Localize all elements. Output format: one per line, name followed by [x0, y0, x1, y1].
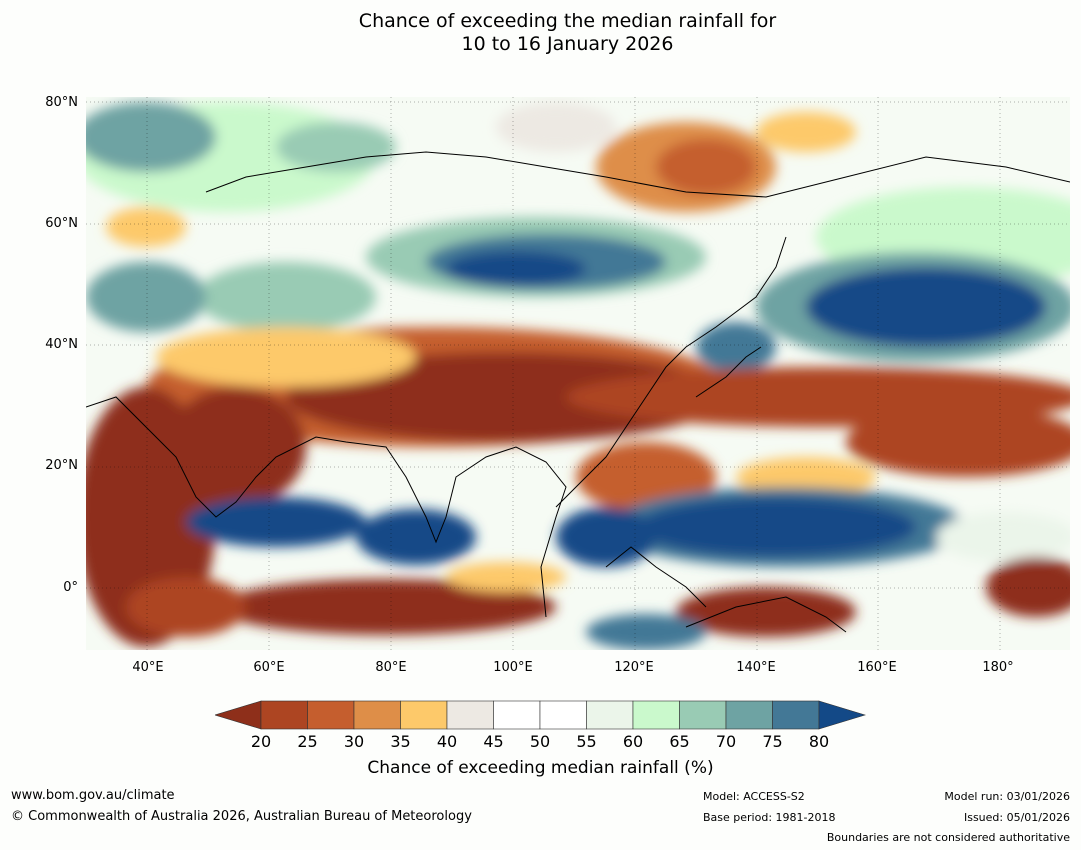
colorbar-swatch: [353, 700, 401, 730]
disclaimer-text: Boundaries are not considered authoritat…: [826, 831, 1070, 844]
colorbar: [215, 700, 866, 730]
colorbar-tick-label: 55: [576, 732, 597, 751]
lon-label-160e: 160°E: [857, 660, 897, 675]
colorbar-tick-label: 60: [622, 732, 644, 751]
base-period-text: Base period: 1981-2018: [703, 811, 836, 824]
rainfall-field: [86, 102, 1070, 650]
lon-label-180: 180°: [982, 660, 1014, 675]
colorbar-over-arrow: [818, 700, 866, 730]
lon-label-140e: 140°E: [736, 660, 776, 675]
colorbar-tick-label: 30: [343, 732, 365, 751]
lat-label-20n: 20°N: [45, 458, 78, 473]
lon-label-80e: 80°E: [375, 660, 407, 675]
colorbar-tick-label: 80: [808, 732, 830, 751]
colorbar-swatch: [679, 700, 727, 730]
colorbar-tick-label: 75: [762, 732, 783, 751]
map-title: Chance of exceeding the median rainfall …: [0, 10, 1081, 56]
copyright-text: © Commonwealth of Australia 2026, Austra…: [11, 809, 472, 824]
website-link[interactable]: www.bom.gov.au/climate: [11, 788, 175, 803]
lon-label-60e: 60°E: [253, 660, 285, 675]
colorbar-tick-label: 40: [436, 732, 458, 751]
rainfall-map-canvas: [86, 97, 1070, 650]
colorbar-swatch: [307, 700, 355, 730]
colorbar-swatch: [772, 700, 820, 730]
colorbar-tick-label: 20: [250, 732, 272, 751]
colorbar-tick-label: 25: [297, 732, 318, 751]
lon-label-40e: 40°E: [132, 660, 164, 675]
colorbar-swatch: [632, 700, 680, 730]
lon-label-100e: 100°E: [493, 660, 533, 675]
issued-text: Issued: 05/01/2026: [963, 811, 1070, 824]
colorbar-swatch: [400, 700, 448, 730]
colorbar-tick-label: 35: [390, 732, 411, 751]
colorbar-swatch: [260, 700, 308, 730]
colorbar-swatches: [215, 700, 866, 730]
colorbar-tick-label: 50: [529, 732, 551, 751]
lat-label-60n: 60°N: [45, 216, 78, 231]
model-text: Model: ACCESS-S2: [703, 790, 805, 803]
colorbar-swatch: [446, 700, 494, 730]
title-line-1: Chance of exceeding the median rainfall …: [358, 10, 777, 32]
lat-label-80n: 80°N: [45, 95, 78, 110]
colorbar-swatch: [493, 700, 541, 730]
rainfall-map: [86, 97, 1070, 650]
lon-label-120e: 120°E: [614, 660, 654, 675]
colorbar-swatch: [586, 700, 634, 730]
colorbar-tick-label: 65: [669, 732, 690, 751]
colorbar-tick-label: 70: [715, 732, 737, 751]
lat-label-40n: 40°N: [45, 337, 78, 352]
colorbar-tick-label: 45: [483, 732, 504, 751]
coastlines: [86, 151, 1070, 633]
colorbar-label: Chance of exceeding median rainfall (%): [367, 758, 714, 778]
map-gridlines: [86, 97, 1070, 650]
colorbar-swatch: [539, 700, 587, 730]
model-run-text: Model run: 03/01/2026: [944, 790, 1070, 803]
colorbar-swatch: [725, 700, 773, 730]
title-line-2: 10 to 16 January 2026: [461, 33, 674, 55]
colorbar-under-arrow: [215, 700, 262, 730]
lat-label-0: 0°: [63, 580, 78, 595]
